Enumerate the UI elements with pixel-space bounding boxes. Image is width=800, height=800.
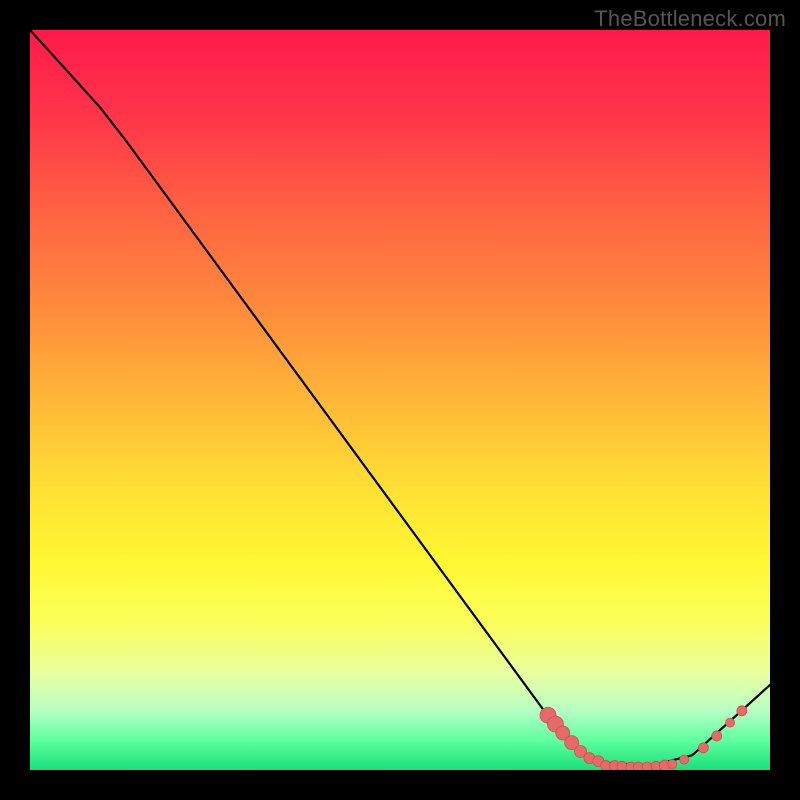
chart-frame: TheBottleneck.com [0, 0, 800, 800]
curve-marker [617, 761, 627, 770]
curve-marker [633, 762, 643, 770]
heat-gradient-background [30, 30, 770, 770]
curve-marker [737, 706, 747, 716]
curve-marker [726, 718, 735, 727]
curve-marker [712, 731, 722, 741]
curve-marker [680, 755, 689, 764]
curve-marker [698, 743, 708, 753]
bottleneck-curve-chart [30, 30, 770, 770]
watermark-text: TheBottleneck.com [594, 6, 786, 32]
curve-marker [668, 760, 677, 769]
